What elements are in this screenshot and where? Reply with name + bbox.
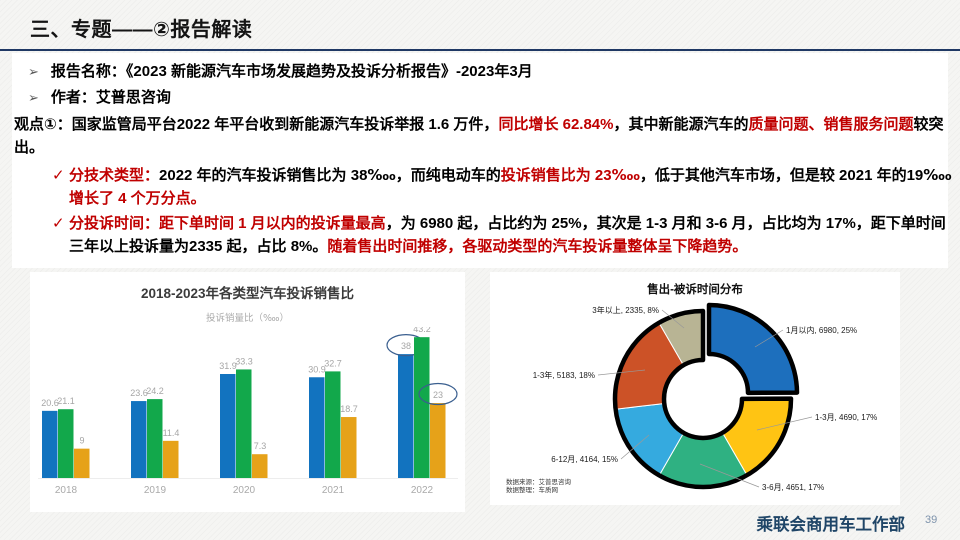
donut-chart-panel: 1月以内, 6980, 25% 1-3月, 4690, 17% 3-6月, 4651…: [490, 272, 900, 505]
donut-label: 6-12月, 4164, 15%: [551, 455, 618, 464]
bar: [74, 448, 90, 478]
bar: [341, 417, 357, 478]
donut-chart: 1月以内, 6980, 25% 1-3月, 4690, 17% 3-6月, 4651…: [533, 302, 877, 492]
source-note-line2: 数据整理：车质网: [506, 487, 558, 494]
label-leader-line: [699, 463, 760, 488]
bar-chart-subtitle: 投诉销量比（‱）: [206, 313, 289, 324]
bar: [131, 401, 147, 478]
sub-point-text: 分技术类型：2022 年的汽车投诉销售比为 38‱，而纯电动车的投诉销售比为 2…: [69, 167, 952, 207]
value-label: 38: [401, 341, 411, 351]
bar: [309, 377, 325, 478]
donut-exploded-slice-group: [706, 302, 800, 396]
page-title: 三、专题——②报告解读: [30, 19, 253, 41]
bar-chart-title: 2018-2023年各类型汽车投诉销售比: [140, 286, 355, 301]
value-label: 24.2: [146, 386, 164, 396]
sub-point-tech-type: ✓ 分技术类型：2022 年的汽车投诉销售比为 38‱，而纯电动车的投诉销售比为 …: [52, 164, 952, 210]
donut-label: 1月以内, 6980, 25%: [786, 325, 857, 335]
x-axis-label: 2022: [411, 485, 434, 496]
bar: [163, 440, 179, 478]
label-leader-line: [620, 434, 650, 460]
bar: [430, 403, 446, 478]
x-axis-label: 2021: [322, 485, 345, 496]
arrow-bullet-icon: ➢: [28, 90, 39, 105]
label-leader-line: [661, 309, 685, 329]
donut-slice: [706, 302, 800, 396]
bar: [325, 371, 341, 478]
bar: [58, 409, 74, 478]
report-name-row: ➢ 报告名称：《2023 新能源汽车市场发展趋势及投诉分析报告》-2023年3月: [28, 59, 928, 85]
viewpoint-paragraph: 观点①：国家监管局平台2022 年平台收到新能源汽车投诉举报 1.6 万件，同比…: [14, 116, 944, 156]
bar-chart-panel: 2018-2023年各类型汽车投诉销售比 投诉销量比（‱） 20.6 21.1 9 2…: [30, 272, 465, 512]
value-label: 20.6: [41, 398, 59, 408]
value-label: 7.3: [254, 441, 267, 451]
bar: [236, 369, 252, 478]
donut-chart-title: 售出-被诉时间分布: [647, 284, 743, 296]
value-label: 18.7: [340, 404, 358, 414]
value-label: 30.9: [308, 364, 326, 374]
source-note-line1: 数据来源：艾普思咨询: [506, 479, 571, 486]
value-label: 11.4: [163, 428, 180, 438]
check-icon: ✓: [52, 167, 65, 184]
bar: [252, 454, 268, 478]
donut-label: 1-3年, 5183, 18%: [533, 370, 595, 380]
value-label: 21.1: [57, 396, 75, 406]
bar-chart: 20.621.1 9 2018 23.624.2 11.4 2019 31.933.3 7.3…: [38, 327, 458, 496]
check-icon: ✓: [52, 215, 65, 232]
sub-points-list: ✓ 分技术类型：2022 年的汽车投诉销售比为 38‱，而纯电动车的投诉销售比为 …: [52, 164, 952, 260]
page-number: 39: [925, 514, 938, 526]
arrow-bullet-icon: ➢: [28, 64, 39, 79]
label-leader-line: [754, 329, 784, 348]
report-name-label: 报告名称：: [50, 63, 126, 80]
x-axis-label: 2020: [233, 485, 256, 496]
source-note: 数据来源：艾普思咨询 数据整理：车质网: [506, 479, 571, 495]
report-author-label: 作者：: [50, 89, 96, 106]
sub-point-complaint-time: ✓ 分投诉时间：距下单时间 1 月以内的投诉量最高，为 6980 起，占比约为 2…: [52, 212, 952, 258]
value-label: 9: [79, 436, 84, 446]
value-label: 23.6: [130, 388, 148, 398]
bar: [220, 374, 236, 478]
value-label: 43.2: [413, 327, 431, 334]
text-background: [12, 53, 948, 268]
sub-point-text: 分投诉时间：距下单时间 1 月以内的投诉量最高，为 6980 起，占比约为 25…: [69, 215, 946, 255]
bar: [42, 410, 58, 478]
donut-label: 3年以上, 2335, 8%: [592, 305, 659, 315]
label-leader-line: [756, 416, 813, 431]
x-axis-label: 2018: [55, 485, 78, 496]
donut-label: 3-6月, 4651, 17%: [762, 483, 824, 492]
value-label: 31.9: [219, 361, 237, 371]
value-label: 23: [433, 390, 443, 400]
x-axis-label: 2019: [144, 485, 167, 496]
report-name-text: 《2023 新能源汽车市场发展趋势及投诉分析报告》-2023年3月: [125, 63, 533, 80]
bar: [398, 354, 414, 478]
annotation-ellipse: [418, 382, 458, 406]
value-label: 33.3: [235, 356, 253, 366]
donut-group-outline: [612, 308, 794, 490]
report-info-list: ➢ 报告名称：《2023 新能源汽车市场发展趋势及投诉分析报告》-2023年3月 …: [28, 59, 928, 111]
bar: [147, 399, 163, 478]
report-author-row: ➢ 作者：艾普思咨询: [28, 85, 928, 111]
title-divider: [0, 49, 960, 51]
report-author-text: 艾普思咨询: [95, 89, 171, 106]
label-leader-line: [597, 369, 646, 376]
value-label: 32.7: [324, 358, 342, 368]
bar: [414, 337, 430, 478]
donut-label: 1-3月, 4690, 17%: [815, 413, 877, 422]
footer-department: 乘联会商用车工作部: [756, 516, 906, 534]
